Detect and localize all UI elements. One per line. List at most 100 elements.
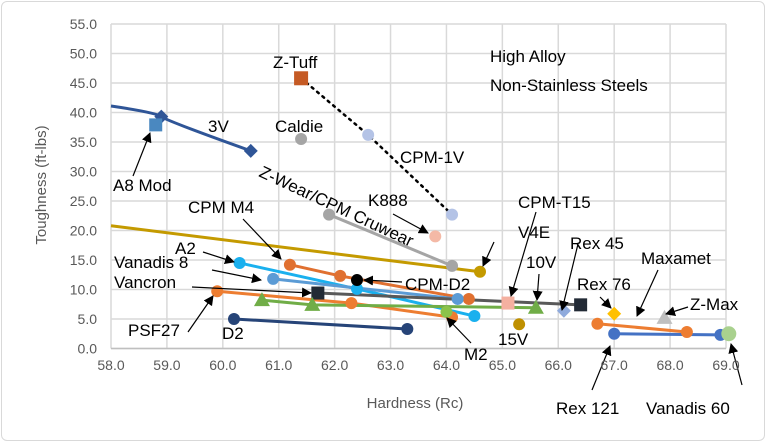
marker-10v (304, 296, 321, 311)
marker-k888 (429, 230, 442, 243)
annotation-d2: D2 (222, 324, 244, 343)
annotation-cpm-1v: CPM-1V (400, 148, 465, 167)
annotation-arrow-vanadis-8 (211, 269, 262, 284)
marker-v4e (474, 265, 486, 278)
chart-title-line-2: Non-Stainless Steels (490, 76, 648, 95)
y-tick-label: 5.0 (78, 311, 98, 327)
annotation-vanadis-60: Vanadis 60 (646, 399, 730, 418)
marker-cpm-m4 (334, 269, 347, 282)
annotation-arrow-cpm-t15 (508, 211, 537, 297)
y-tick-label: 35.0 (70, 134, 97, 150)
y-axis-title: Toughness (ft-lbs) (33, 125, 50, 244)
series-line-cpm-1v (299, 77, 454, 216)
marker-z-tuff (294, 71, 309, 86)
marker-cpm-1v (362, 128, 375, 141)
series-line-maxamet (597, 322, 688, 334)
y-tick-label: 30.0 (70, 164, 97, 180)
x-tick-label: 63.0 (377, 357, 404, 373)
x-tick-label: 69.0 (712, 357, 739, 373)
annotation-k888: K888 (368, 191, 408, 210)
y-tick-label: 55.0 (70, 16, 97, 32)
y-tick-label: 10.0 (70, 282, 97, 298)
y-tick-label: 40.0 (70, 105, 97, 121)
marker-vanadis-8 (451, 292, 464, 305)
annotation-arrow-cpm-d2 (363, 275, 403, 286)
annotation-arrow-m2 (446, 317, 472, 344)
series-markers (149, 71, 737, 342)
annotation-arrow-z-max (665, 306, 689, 317)
marker-z-max (656, 309, 673, 324)
series-line-vanadis-8 (272, 277, 458, 301)
marker-vanadis-8 (267, 272, 280, 285)
annotation-arrow-rex-45 (559, 243, 579, 311)
marker-a2 (233, 256, 246, 269)
y-tick-label: 50.0 (70, 46, 97, 62)
marker-a8-mod (149, 118, 163, 132)
annotation-arrow-10v (532, 273, 543, 301)
annotation-arrow-rex-121 (591, 345, 612, 391)
annotation-arrow-maxamet (636, 269, 659, 317)
marker-15v (513, 318, 526, 331)
series-line-v4e (110, 224, 481, 274)
annotation-psf27: PSF27 (128, 321, 180, 340)
annotation-z-tuff: Z-Tuff (273, 53, 318, 72)
marker-z-wear-cpm-cruwear (323, 208, 336, 221)
x-axis-title: Hardness (Rc) (367, 395, 464, 412)
annotation-arrow-a8-mod (132, 132, 152, 177)
annotation-arrow-v4e (482, 241, 495, 267)
series-line-rex-121 (614, 332, 721, 337)
marker-psf27 (345, 297, 358, 310)
y-tick-label: 15.0 (70, 252, 97, 268)
marker-vanadis-60 (721, 326, 737, 342)
marker-3v (243, 143, 258, 158)
annotation-rex-76: Rex 76 (577, 275, 631, 294)
annotation-v4e: V4E (518, 223, 550, 242)
marker-maxamet (680, 325, 693, 338)
annotation-arrows (132, 132, 743, 391)
marker-10v (527, 299, 544, 314)
marker-a2 (468, 310, 481, 323)
annotation-cpm-d2: CPM-D2 (405, 275, 470, 294)
marker-rex-121 (608, 327, 621, 340)
annotation-15v: 15V (498, 330, 529, 349)
x-tick-label: 67.0 (601, 357, 628, 373)
annotation-a8-mod: A8 Mod (113, 176, 172, 195)
y-tick-label: 20.0 (70, 223, 97, 239)
annotation-z-max: Z-Max (690, 295, 739, 314)
annotation-arrow-vancron (191, 286, 312, 298)
annotation-10v: 10V (526, 253, 557, 272)
annotation-caldie: Caldie (275, 117, 323, 136)
annotation-vanadis-8: Vanadis 8 (114, 253, 188, 272)
x-tick-label: 60.0 (209, 357, 236, 373)
annotation-arrow-rex-76 (599, 296, 612, 309)
x-tick-label: 58.0 (97, 357, 124, 373)
y-tick-label: 45.0 (70, 75, 97, 91)
annotation-vancron: Vancron (114, 273, 176, 292)
annotation-rex-121: Rex 121 (556, 399, 619, 418)
annotation-rex-45: Rex 45 (570, 234, 624, 253)
marker-maxamet (591, 317, 604, 330)
x-tick-label: 66.0 (545, 357, 572, 373)
marker-vancron (574, 298, 588, 312)
marker-a2 (351, 282, 363, 295)
series-line-z-wear-cpm-cruwear (328, 213, 453, 268)
x-tick-label: 64.0 (433, 357, 460, 373)
marker-cpm-m4 (283, 258, 296, 271)
y-tick-label: 0.0 (78, 341, 98, 357)
marker-d2 (228, 313, 240, 325)
tick-labels: 58.0 59.0 60.0 61.0 62.0 63.0 64.0 65.0 66.0 67.0… (70, 16, 740, 373)
marker-caldie (295, 133, 308, 146)
annotation-m2: M2 (464, 345, 488, 364)
marker-psf27 (211, 285, 224, 298)
marker-10v (253, 292, 270, 307)
annotation-arrow-k888 (392, 213, 429, 234)
marker-z-wear-cpm-cruwear (446, 259, 459, 272)
marker-cpm-m4 (462, 292, 475, 305)
marker-rex-76 (607, 306, 622, 321)
annotation-a2: A2 (175, 239, 196, 258)
annotation-maxamet: Maxamet (641, 249, 711, 268)
annotation-cpm-m4: CPM M4 (188, 198, 254, 217)
